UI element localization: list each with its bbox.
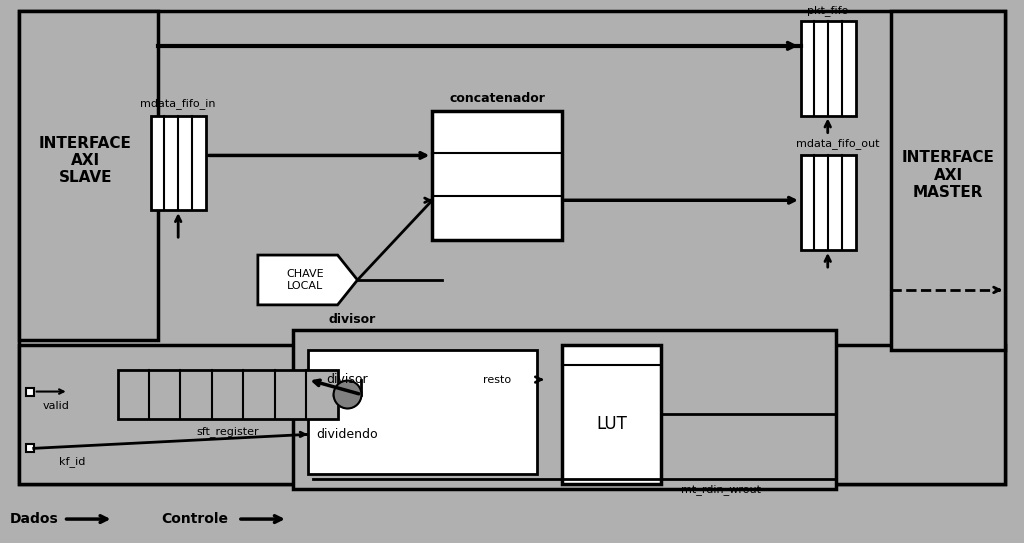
Text: valid: valid: [42, 401, 69, 412]
Text: mdata_fifo_in: mdata_fifo_in: [140, 98, 216, 109]
FancyBboxPatch shape: [18, 11, 1006, 484]
Text: dividendo: dividendo: [316, 428, 378, 441]
Text: INTERFACE
AXI
SLAVE: INTERFACE AXI SLAVE: [39, 136, 132, 185]
Text: concatenador: concatenador: [450, 92, 545, 105]
FancyBboxPatch shape: [18, 11, 159, 340]
Text: mdata_fifo_out: mdata_fifo_out: [796, 138, 880, 149]
FancyBboxPatch shape: [152, 116, 206, 210]
Polygon shape: [258, 255, 357, 305]
Text: divisor: divisor: [327, 373, 369, 386]
FancyBboxPatch shape: [891, 11, 1006, 350]
Text: Controle: Controle: [161, 512, 228, 526]
Text: LUT: LUT: [596, 415, 627, 433]
FancyBboxPatch shape: [562, 345, 662, 484]
Text: INTERFACE
AXI
MASTER: INTERFACE AXI MASTER: [902, 150, 994, 200]
Text: kf_id: kf_id: [58, 456, 85, 467]
FancyBboxPatch shape: [18, 345, 1006, 484]
Circle shape: [334, 381, 361, 408]
Text: pkt_fifo: pkt_fifo: [807, 5, 849, 16]
FancyBboxPatch shape: [801, 21, 856, 116]
FancyBboxPatch shape: [432, 111, 562, 240]
FancyBboxPatch shape: [119, 370, 338, 419]
FancyBboxPatch shape: [26, 388, 34, 395]
FancyBboxPatch shape: [293, 330, 836, 489]
Text: sft_register: sft_register: [197, 426, 259, 437]
Text: divisor: divisor: [329, 313, 376, 326]
Text: resto: resto: [483, 375, 511, 384]
Text: Dados: Dados: [10, 512, 58, 526]
Text: mt_rdin_wrout: mt_rdin_wrout: [681, 484, 761, 495]
FancyBboxPatch shape: [307, 350, 537, 474]
FancyBboxPatch shape: [26, 444, 34, 452]
Text: CHAVE
LOCAL: CHAVE LOCAL: [286, 269, 324, 291]
FancyBboxPatch shape: [801, 155, 856, 250]
